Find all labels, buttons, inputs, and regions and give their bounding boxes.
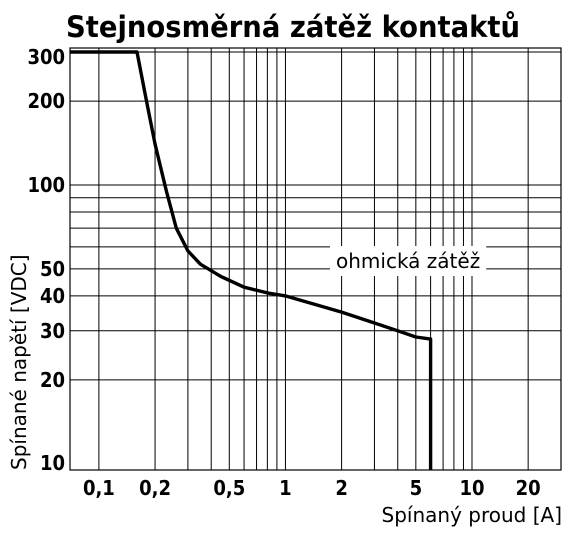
y-tick-label: 20: [40, 368, 65, 392]
y-tick-label: 30: [40, 319, 65, 343]
x-tick-labels: 0,1 0,2 0,5 1 2 5 10 20: [83, 476, 541, 500]
annotation-group: ohmická zátěž: [330, 246, 487, 276]
x-tick-label: 0,5: [213, 476, 245, 500]
y-tick-label: 200: [27, 89, 65, 113]
y-tick-label: 10: [40, 451, 65, 475]
x-tick-label: 10: [459, 476, 484, 500]
x-tick-label: 2: [335, 476, 348, 500]
y-tick-labels: 10 20 30 40 50 100 200 300: [27, 45, 65, 475]
chart-title: Stejnosměrná zátěž kontaktů: [66, 10, 520, 44]
y-tick-label: 40: [40, 284, 65, 308]
x-tick-label: 20: [516, 476, 541, 500]
x-tick-label: 0,1: [83, 476, 115, 500]
y-axis-label: Spínané napětí [VDC]: [7, 254, 31, 470]
annotation-ohmic-load: ohmická zátěž: [336, 249, 480, 273]
y-tick-label: 100: [27, 173, 65, 197]
horizontal-gridlines: [70, 51, 561, 381]
annotation-background: [330, 246, 487, 276]
x-tick-label: 5: [410, 476, 423, 500]
y-tick-label: 300: [27, 45, 65, 69]
plot-frame: [69, 47, 562, 471]
load-limit-curve: [70, 50, 433, 470]
x-tick-label: 0,2: [139, 476, 171, 500]
y-tick-label: 50: [40, 257, 65, 281]
x-tick-label: 1: [279, 476, 292, 500]
x-axis-label: Spínaný proud [A]: [382, 503, 562, 527]
